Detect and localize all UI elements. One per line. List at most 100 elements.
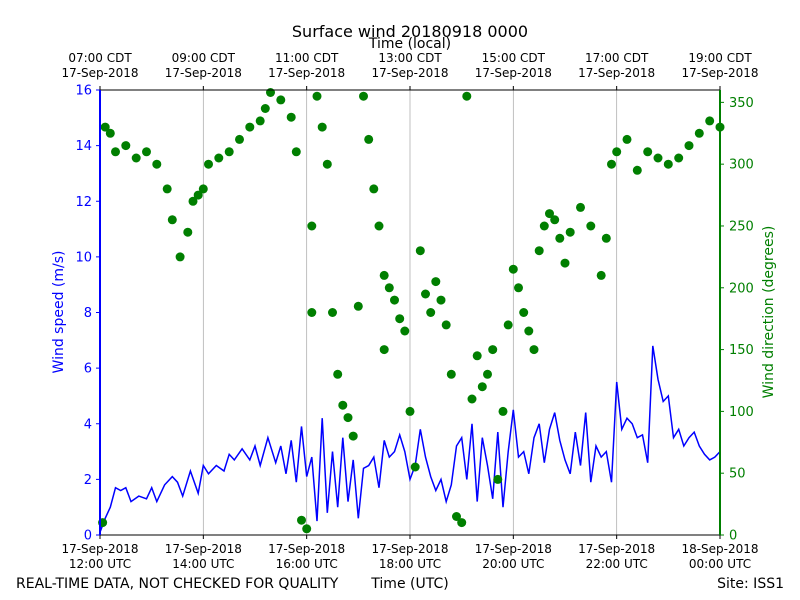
wind-direction-point (477, 382, 487, 392)
wind-direction-point (483, 369, 492, 379)
wind-direction-point (111, 147, 120, 157)
wind-direction-point (291, 147, 301, 157)
vertical-grid (202, 90, 618, 535)
wind-direction-point (384, 283, 394, 293)
left-tick-label: 2 (84, 473, 92, 488)
wind-direction-point (204, 159, 213, 169)
wind-direction-point (188, 196, 198, 206)
top-tick-time: 19:00 CDT (688, 51, 752, 65)
wind-direction-point (224, 147, 234, 157)
wind-direction-point (452, 512, 461, 521)
top-tick-date: 17-Sep-2018 (578, 66, 655, 80)
right-tick-label: 100 (729, 405, 754, 420)
wind-direction-point (503, 320, 513, 330)
wind-direction-point (400, 326, 410, 336)
wind-direction-point (405, 406, 415, 416)
wind-direction-point (550, 215, 560, 225)
wind-speed-line (99, 345, 721, 533)
wind-direction-point (142, 147, 151, 157)
wind-direction-point (467, 394, 477, 404)
wind-direction-point (359, 91, 368, 101)
right-tick-label: 150 (729, 343, 754, 358)
wind-direction-point (472, 351, 482, 361)
wind-direction-point (255, 116, 265, 126)
wind-direction-point (175, 252, 185, 262)
wind-direction-point (312, 91, 322, 101)
wind-direction-point (519, 308, 529, 317)
wind-direction-point (322, 159, 332, 169)
chart-title: Surface wind 20180918 0000 (292, 22, 528, 41)
right-axis-ticks: 0 50 100 150 200 250 300 350 (720, 96, 754, 544)
bottom-tick-date: 18-Sep-2018 (681, 542, 758, 556)
wind-direction-point (545, 209, 554, 219)
wind-direction-point (348, 431, 358, 441)
wind-direction-point (307, 308, 317, 317)
wind-direction-point (214, 153, 224, 163)
bottom-tick-date: 17-Sep-2018 (61, 542, 138, 556)
wind-direction-point (286, 112, 296, 122)
left-tick-label: 14 (75, 139, 92, 154)
bottom-tick-time: 14:00 UTC (172, 557, 234, 571)
wind-direction-point (410, 462, 420, 472)
wind-direction-point (307, 221, 317, 231)
wind-direction-point (266, 88, 275, 97)
wind-direction-point (607, 159, 616, 169)
wind-direction-point (302, 524, 312, 534)
wind-direction-point (446, 369, 456, 379)
left-tick-label: 10 (75, 250, 92, 265)
wind-direction-point (488, 345, 498, 355)
wind-direction-point (622, 134, 632, 144)
wind-direction-point (379, 270, 389, 280)
right-tick-label: 300 (729, 158, 754, 173)
wind-direction-point (369, 184, 379, 194)
wind-direction-point (596, 270, 606, 280)
wind-direction-point (498, 406, 508, 416)
wind-direction-point (601, 233, 611, 243)
wind-direction-point (421, 289, 430, 299)
left-tick-label: 6 (84, 362, 92, 377)
left-axis-ticks: 0 2 4 6 8 10 12 14 16 (75, 84, 100, 544)
top-axis-title: Time (local) (368, 36, 451, 52)
wind-direction-point (395, 314, 405, 324)
wind-direction-point (508, 264, 518, 274)
wind-direction-point (276, 95, 286, 105)
bottom-tick-time: 22:00 UTC (586, 557, 648, 571)
left-tick-label: 16 (75, 84, 92, 99)
wind-direction-point (317, 122, 327, 132)
top-tick-date: 17-Sep-2018 (61, 66, 138, 80)
top-tick-time: 09:00 CDT (172, 51, 236, 65)
footer-disclaimer: REAL-TIME DATA, NOT CHECKED FOR QUALITY (16, 576, 339, 592)
wind-direction-point (379, 345, 389, 355)
wind-direction-point (436, 295, 446, 305)
left-tick-label: 0 (84, 529, 92, 544)
wind-direction-point (364, 134, 374, 144)
wind-direction-point (198, 184, 208, 194)
wind-direction-point (705, 116, 715, 126)
top-tick-date: 17-Sep-2018 (165, 66, 242, 80)
wind-direction-point (539, 221, 549, 231)
wind-direction-point (338, 400, 348, 410)
wind-direction-point (183, 227, 193, 237)
wind-direction-point (457, 518, 467, 528)
wind-direction-point (162, 184, 172, 194)
right-tick-label: 0 (729, 529, 737, 544)
wind-direction-point (674, 153, 684, 163)
wind-direction-point (374, 221, 384, 231)
wind-direction-point (415, 246, 425, 256)
left-tick-label: 12 (75, 195, 92, 210)
top-tick-date: 17-Sep-2018 (268, 66, 345, 80)
wind-direction-point (534, 246, 544, 256)
wind-direction-point (343, 413, 353, 423)
wind-direction-point (100, 122, 110, 132)
bottom-tick-date: 17-Sep-2018 (578, 542, 655, 556)
wind-direction-point (462, 91, 472, 101)
wind-direction-point (328, 308, 337, 317)
wind-direction-point (612, 147, 622, 157)
top-tick-time: 11:00 CDT (275, 51, 339, 65)
bottom-tick-time: 16:00 UTC (276, 557, 338, 571)
wind-direction-point (643, 147, 653, 157)
wind-direction-point (431, 277, 441, 287)
wind-direction-point (694, 128, 704, 138)
